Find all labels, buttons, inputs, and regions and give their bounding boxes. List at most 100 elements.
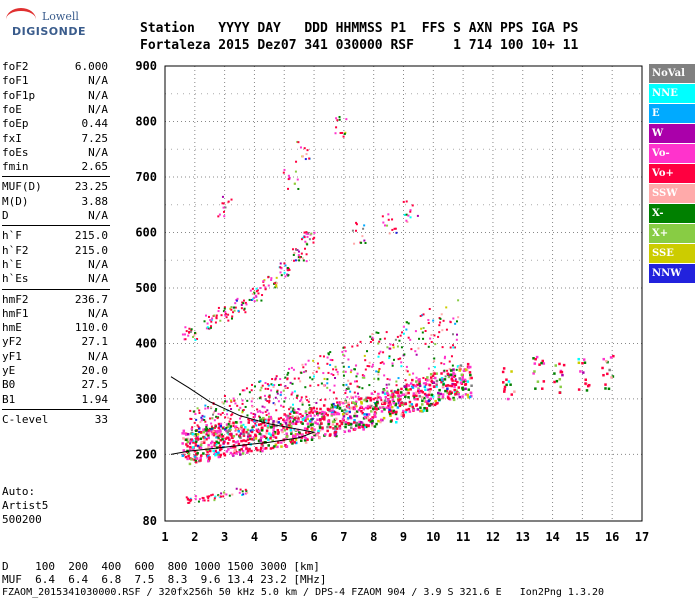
x-tick-label: 2 [191, 530, 198, 544]
echo-point [509, 383, 512, 386]
echo-point [186, 498, 189, 501]
echo-point [246, 414, 249, 417]
echo-point [402, 332, 405, 335]
echo-point [366, 416, 370, 420]
echo-point [270, 425, 273, 429]
param-name: B1 [2, 392, 16, 406]
echo-point [312, 237, 315, 240]
echo-point [215, 314, 218, 317]
echo-point [341, 131, 344, 134]
echo-point [229, 422, 232, 425]
echo-point [247, 442, 251, 445]
echo-point [418, 382, 421, 386]
echo-point [434, 399, 437, 403]
echo-point [604, 387, 607, 390]
echo-point [540, 361, 543, 365]
legend-item-x-: X+ [649, 224, 695, 243]
echo-point [197, 500, 200, 503]
param-row: yF2 27.1 [2, 335, 108, 349]
echo-point [293, 418, 296, 421]
echo-point [342, 365, 345, 368]
echo-point [334, 425, 337, 428]
echo-point [391, 228, 394, 231]
echo-point [233, 449, 236, 453]
echo-point [241, 389, 244, 392]
echo-point [259, 389, 262, 392]
echo-point [272, 420, 275, 423]
echo-point [350, 369, 353, 372]
echo-point [402, 325, 405, 328]
echo-point [349, 371, 352, 374]
echo-point [189, 417, 192, 420]
echo-point [373, 425, 377, 428]
echo-point [409, 388, 412, 391]
x-tick-label: 14 [545, 530, 559, 544]
echo-point [377, 392, 380, 396]
echo-point [502, 381, 505, 384]
echo-point [435, 385, 438, 388]
echo-point [355, 410, 359, 413]
echo-point [219, 453, 222, 457]
echo-point [464, 368, 468, 371]
echo-point [277, 421, 281, 424]
echo-point [318, 426, 322, 429]
echo-point [320, 382, 323, 385]
echo-point [501, 370, 505, 374]
echo-point [330, 410, 334, 414]
param-row: yE 20.0 [2, 364, 108, 378]
echo-point [423, 392, 427, 396]
echo-point [422, 396, 426, 400]
echo-point [315, 370, 318, 373]
echo-point [398, 404, 402, 408]
param-name: h`E [2, 257, 22, 271]
echo-point [250, 389, 253, 392]
echo-point [383, 399, 387, 403]
echo-point [295, 396, 298, 399]
echo-point [335, 397, 338, 400]
param-value: N/A [88, 306, 108, 320]
echo-point [311, 378, 314, 381]
echo-point [202, 452, 205, 455]
echo-point [311, 411, 314, 414]
echo-point [240, 307, 243, 310]
echo-point [184, 433, 188, 436]
echo-point [189, 440, 193, 443]
echo-point [187, 452, 191, 456]
echo-point [296, 394, 299, 397]
echo-point [347, 386, 350, 389]
echo-point [369, 340, 372, 343]
echo-point [349, 390, 352, 393]
echo-point [264, 410, 267, 413]
echo-point [364, 425, 368, 429]
echo-point [356, 392, 359, 395]
echo-point [405, 408, 408, 412]
echo-point [327, 409, 330, 412]
echo-point [351, 229, 354, 232]
echo-point [355, 421, 358, 425]
echo-point [250, 400, 253, 403]
echo-point [394, 227, 397, 230]
y-tick-label: 800 [135, 114, 157, 128]
echo-point [256, 448, 259, 452]
echo-point [450, 376, 454, 379]
param-row: foF2 6.000 [2, 60, 108, 74]
echo-point [345, 389, 348, 392]
param-row: foE N/A [2, 103, 108, 117]
echo-point [241, 429, 244, 432]
echo-point [247, 449, 250, 453]
echo-point [211, 413, 214, 416]
echo-point [198, 412, 201, 415]
echo-point [199, 454, 203, 457]
echo-point [209, 430, 212, 433]
x-tick-label: 10 [426, 530, 440, 544]
echo-point [378, 352, 381, 355]
echo-point [234, 426, 237, 429]
echo-point [385, 331, 388, 334]
echo-point [300, 433, 304, 436]
echo-point [264, 447, 268, 450]
echo-point [269, 437, 272, 440]
echo-point [227, 422, 231, 426]
echo-point [315, 407, 318, 410]
echo-point [287, 178, 290, 181]
param-row: h`F2 215.0 [2, 244, 108, 258]
